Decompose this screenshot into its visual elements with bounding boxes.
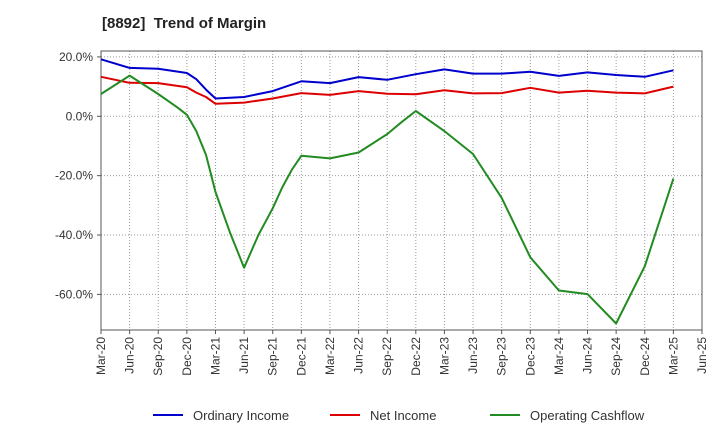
x-tick-label: Mar-23 [437,337,451,375]
x-tick-label: Mar-24 [552,337,566,375]
y-tick-label: 0.0% [66,109,94,123]
x-tick-label: Dec-24 [638,337,652,376]
x-tick-label: Jun-25 [695,337,709,374]
x-tick-label: Jun-21 [237,337,251,374]
x-tick-label: Jun-20 [123,337,137,374]
y-tick-label: 20.0% [59,50,93,64]
ordinary-income-legend-label: Ordinary Income [193,408,289,423]
y-tick-label: -60.0% [55,287,93,301]
y-tick-label: -40.0% [55,228,93,242]
operating-cashflow-line [100,74,675,325]
x-tick-label: Dec-23 [523,337,537,376]
operating-cashflow-legend-label: Operating Cashflow [530,408,645,423]
x-tick-label: Jun-23 [466,337,480,374]
x-tick-label: Dec-20 [180,337,194,376]
x-tick-label: Sep-23 [495,337,509,376]
x-tick-label: Jun-22 [352,337,366,374]
net-income-legend-label: Net Income [370,408,436,423]
x-tick-label: Jun-24 [581,337,595,374]
ordinary-income-line [100,58,674,100]
x-tick-label: Dec-22 [409,337,423,376]
x-tick-label: Dec-21 [294,337,308,376]
x-tick-label: Sep-24 [609,337,623,376]
net-income-line [100,75,674,105]
chart-title: [8892] Trend of Margin [102,15,267,32]
x-tick-label: Mar-25 [666,337,680,375]
x-tick-label: Sep-22 [380,337,394,376]
plot-frame [100,50,703,331]
x-tick-label: Mar-21 [208,337,222,375]
y-tick-label: -20.0% [55,169,93,183]
x-tick-label: Sep-21 [266,337,280,376]
x-tick-label: Mar-20 [94,337,108,375]
x-tick-label: Sep-20 [151,337,165,376]
x-tick-label: Mar-22 [323,337,337,375]
